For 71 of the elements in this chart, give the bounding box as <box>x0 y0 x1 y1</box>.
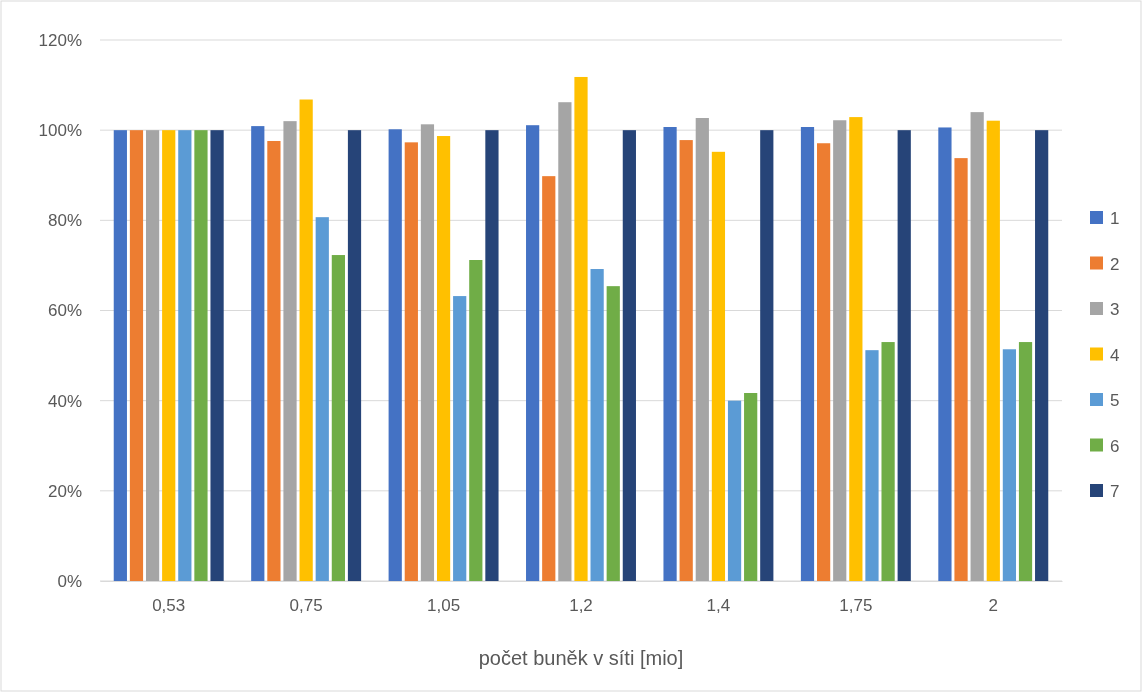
y-tick-label: 20% <box>47 481 82 501</box>
legend-label: 4 <box>1110 345 1120 365</box>
legend-label: 7 <box>1110 482 1120 501</box>
bar <box>267 140 281 581</box>
bar <box>178 130 192 581</box>
bar <box>744 393 758 581</box>
bar <box>711 151 726 581</box>
bar <box>1018 342 1033 581</box>
x-tick-label: 2 <box>988 596 999 616</box>
bar <box>938 127 952 581</box>
bar <box>526 125 540 581</box>
bar <box>897 130 911 581</box>
x-tick-label: 1,75 <box>839 596 873 616</box>
bar <box>558 102 572 581</box>
y-tick-label: 0% <box>57 571 82 591</box>
bar <box>315 217 329 581</box>
bar <box>283 121 297 581</box>
bar <box>194 130 208 581</box>
bar <box>881 342 895 581</box>
bar <box>622 130 636 581</box>
x-tick-label: 1,2 <box>569 596 593 616</box>
bar <box>970 112 984 581</box>
bar <box>833 120 847 581</box>
bar <box>162 130 176 581</box>
bar <box>574 76 588 581</box>
bar <box>606 286 620 581</box>
bar <box>453 296 467 581</box>
x-tick-label: 1,05 <box>427 596 461 616</box>
y-tick-label: 80% <box>47 211 82 231</box>
x-tick-label: 0,75 <box>289 596 323 616</box>
x-tick-label: 1,4 <box>706 596 731 616</box>
bar <box>663 127 677 581</box>
legend-label: 6 <box>1110 436 1120 456</box>
legend-label: 2 <box>1110 254 1120 274</box>
bar <box>1035 130 1049 581</box>
y-tick-label: 60% <box>47 301 82 321</box>
bar <box>331 255 345 581</box>
bar <box>388 129 402 581</box>
bar <box>817 143 831 581</box>
bar <box>986 120 1000 581</box>
y-tick-label: 40% <box>47 391 82 411</box>
x-axis-title: počet buněk v síti [mio] <box>478 647 684 669</box>
bar <box>469 260 483 581</box>
bar <box>865 350 879 581</box>
y-tick-label: 120% <box>38 30 82 50</box>
bar <box>590 269 604 581</box>
legend-label: 3 <box>1110 300 1120 319</box>
bar <box>129 130 144 581</box>
bar <box>849 117 863 581</box>
bar <box>251 126 265 581</box>
bar <box>679 140 693 581</box>
legend-label: 1 <box>1110 209 1120 228</box>
bar <box>347 130 362 581</box>
bar <box>727 400 742 581</box>
bar <box>145 130 160 581</box>
bar <box>1002 349 1017 581</box>
bar <box>436 136 451 581</box>
x-tick-label: 0,53 <box>152 596 186 616</box>
bar <box>695 117 709 581</box>
bar <box>542 176 556 581</box>
y-tick-label: 100% <box>38 121 82 141</box>
bar <box>954 158 968 581</box>
bar <box>420 124 435 581</box>
bar <box>800 127 815 581</box>
bar <box>210 130 224 581</box>
bar <box>485 130 499 581</box>
legend-label: 5 <box>1110 391 1120 410</box>
bar <box>299 99 313 581</box>
bar <box>113 130 127 581</box>
bar <box>760 130 774 581</box>
bar <box>404 142 418 581</box>
